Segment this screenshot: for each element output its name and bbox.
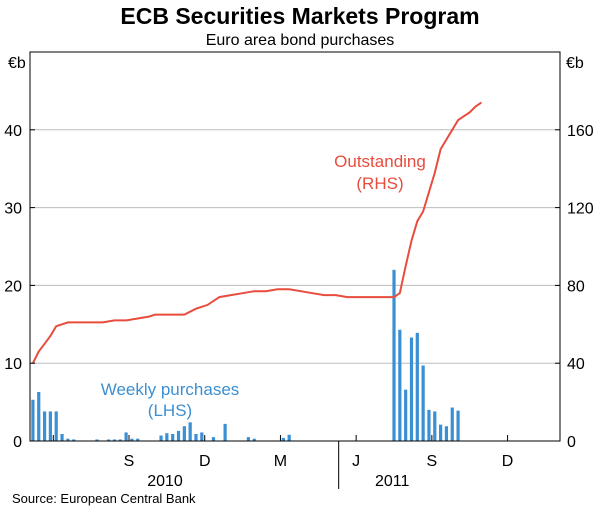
x-month-label-2: M bbox=[274, 453, 287, 470]
x-month-label-5: D bbox=[502, 453, 514, 470]
bar-week-17 bbox=[130, 438, 134, 441]
left-tick-label-1: 10 bbox=[4, 356, 22, 373]
left-axis-ticks: 0 10 20 30 40 bbox=[4, 123, 22, 451]
weekly-purchases-bars bbox=[31, 269, 460, 441]
bar-week-71 bbox=[444, 426, 449, 441]
plot-frame bbox=[29, 51, 561, 489]
gridlines bbox=[30, 129, 560, 364]
left-tick-label-2: 20 bbox=[4, 278, 22, 295]
x-year-label-2010: 2010 bbox=[147, 473, 183, 490]
bar-week-6 bbox=[66, 438, 70, 441]
bar-week-24 bbox=[171, 433, 175, 441]
bar-week-29 bbox=[200, 432, 204, 441]
left-tick-label-3: 30 bbox=[4, 201, 22, 218]
bar-week-31 bbox=[211, 437, 216, 441]
bar-week-38 bbox=[252, 438, 256, 441]
left-tick-label-4: 40 bbox=[4, 123, 22, 140]
annotation-weekly-lhs: (LHS) bbox=[148, 401, 192, 420]
right-tick-label-1: 40 bbox=[567, 356, 585, 373]
bar-week-11 bbox=[95, 439, 99, 441]
bar-week-14 bbox=[112, 439, 117, 441]
bar-week-67 bbox=[421, 365, 425, 441]
bar-week-33 bbox=[223, 423, 227, 441]
bar-week-15 bbox=[118, 439, 122, 441]
left-axis-unit: €b bbox=[8, 55, 26, 72]
bar-week-62 bbox=[392, 269, 396, 441]
bar-week-7 bbox=[72, 439, 76, 441]
bar-week-72 bbox=[450, 407, 454, 441]
annotation-outstanding: Outstanding bbox=[334, 152, 426, 171]
right-tick-label-0: 0 bbox=[567, 434, 576, 451]
chart-title: ECB Securities Markets Program bbox=[120, 3, 479, 29]
bar-week-63 bbox=[398, 329, 402, 441]
bar-week-13 bbox=[107, 439, 111, 441]
bar-week-1 bbox=[37, 391, 41, 441]
left-tick-label-0: 0 bbox=[13, 434, 22, 451]
bar-week-68 bbox=[427, 409, 431, 441]
x-year-label-2011: 2011 bbox=[375, 473, 410, 490]
right-tick-label-4: 160 bbox=[567, 123, 594, 140]
bar-week-5 bbox=[60, 433, 64, 441]
bar-week-70 bbox=[439, 424, 443, 441]
bar-week-44 bbox=[287, 434, 291, 441]
bar-week-22 bbox=[159, 435, 163, 441]
bar-week-0 bbox=[31, 399, 35, 441]
bar-week-28 bbox=[194, 433, 198, 441]
bar-week-3 bbox=[48, 411, 52, 441]
bar-week-69 bbox=[433, 411, 437, 441]
bar-week-23 bbox=[165, 433, 169, 441]
annotation-weekly: Weekly purchases bbox=[101, 380, 240, 399]
x-month-label-4: S bbox=[427, 453, 438, 470]
x-month-label-0: S bbox=[124, 453, 135, 470]
x-month-label-3: J bbox=[352, 453, 360, 470]
bar-week-27 bbox=[188, 422, 192, 441]
x-axis-labels: S D M J S D 2010 2011 bbox=[124, 453, 514, 490]
bar-week-66 bbox=[415, 332, 419, 441]
bar-week-18 bbox=[136, 438, 140, 441]
bar-week-25 bbox=[176, 430, 181, 441]
bar-week-65 bbox=[409, 337, 414, 441]
bar-week-64 bbox=[404, 389, 408, 441]
bar-week-37 bbox=[246, 437, 251, 441]
right-tick-label-3: 120 bbox=[567, 201, 594, 218]
chart-subtitle: Euro area bond purchases bbox=[206, 32, 395, 49]
x-month-label-1: D bbox=[199, 453, 211, 470]
bar-week-26 bbox=[182, 426, 186, 441]
right-tick-label-2: 80 bbox=[567, 278, 585, 295]
outstanding-line bbox=[32, 101, 482, 364]
chart-source: Source: European Central Bank bbox=[12, 491, 196, 506]
plot-border bbox=[29, 51, 561, 442]
annotation-outstanding-rhs: (RHS) bbox=[356, 174, 403, 193]
bar-week-2 bbox=[42, 411, 47, 441]
bar-week-73 bbox=[456, 410, 460, 441]
bar-week-4 bbox=[54, 411, 58, 441]
right-axis-unit: €b bbox=[566, 55, 584, 72]
right-axis-ticks: 0 40 80 120 160 bbox=[567, 123, 594, 451]
bar-week-43 bbox=[281, 437, 285, 441]
bar-week-16 bbox=[124, 432, 128, 441]
